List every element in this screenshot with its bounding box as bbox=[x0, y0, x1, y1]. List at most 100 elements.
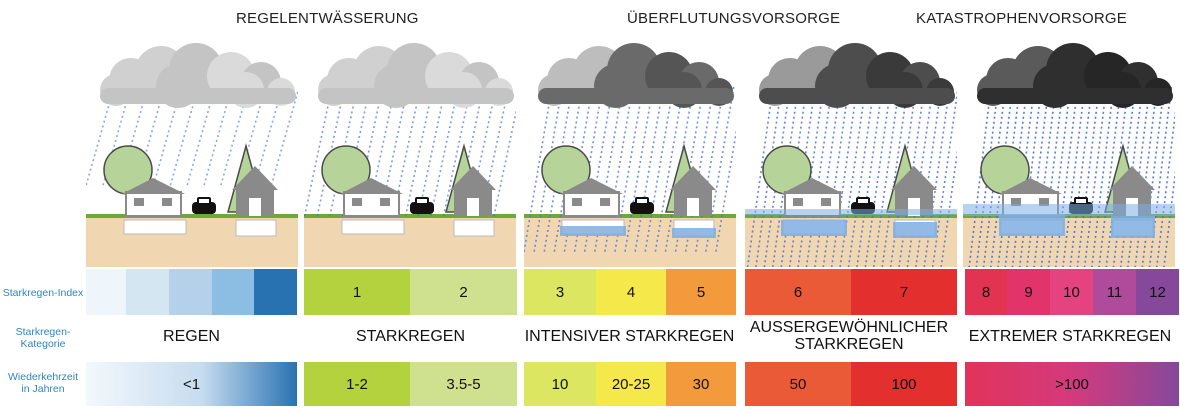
rain-streak bbox=[975, 86, 1000, 267]
row-label-index-text: Starkregen-Index bbox=[2, 287, 84, 299]
return-heavy-b-value: 3.5-5 bbox=[446, 375, 481, 393]
rain-streak bbox=[169, 86, 199, 187]
index-value: 12 bbox=[1149, 283, 1166, 301]
index-cell: 11 bbox=[1093, 269, 1136, 315]
row-label-return-line1: Wiederkehrzeit bbox=[7, 371, 79, 383]
flood-water bbox=[672, 228, 716, 238]
index-cell: 7 bbox=[851, 269, 957, 315]
cloud-base bbox=[318, 88, 514, 104]
house-door bbox=[687, 198, 699, 216]
rain-streak bbox=[1054, 86, 1079, 267]
return-intense-b: 20-25 bbox=[596, 362, 666, 406]
house-window bbox=[821, 198, 831, 206]
basement bbox=[235, 219, 277, 237]
rain-streak bbox=[872, 86, 901, 267]
rain-streak bbox=[780, 86, 808, 267]
house-window bbox=[793, 198, 803, 206]
cloud-icon bbox=[977, 43, 1173, 108]
rain-streak bbox=[763, 86, 791, 267]
flood-water bbox=[999, 214, 1065, 236]
cloud-base bbox=[100, 88, 296, 104]
rain-streak bbox=[219, 86, 250, 187]
house-roof bbox=[560, 178, 623, 194]
index-row: 1 2 3 4 5 6 7 8 9 10 11 12 bbox=[86, 269, 1179, 315]
index-value: 6 bbox=[793, 283, 803, 301]
category-heavy: STARKREGEN bbox=[355, 327, 466, 345]
flood-water bbox=[560, 226, 626, 236]
return-period-row: <1 1-2 3.5-5 10 20-25 30 50 100 >100 bbox=[86, 362, 1179, 406]
index-group-exceptional: 6 7 bbox=[745, 269, 957, 315]
rain-streak bbox=[253, 86, 284, 187]
row-label-category: Starkregen- Kategorie bbox=[0, 326, 86, 350]
index-value: 9 bbox=[1024, 283, 1033, 301]
cloud-base bbox=[759, 88, 955, 104]
return-intense-c-value: 30 bbox=[692, 375, 710, 393]
rain-streak bbox=[797, 86, 825, 267]
house-window bbox=[380, 198, 390, 206]
flood-water bbox=[781, 220, 847, 236]
category-rain: REGEN bbox=[163, 327, 220, 345]
surface-water bbox=[745, 209, 957, 215]
car-window bbox=[199, 199, 209, 203]
index-cell: 5 bbox=[666, 269, 736, 315]
house-window bbox=[600, 198, 610, 206]
rain-streak bbox=[982, 86, 1007, 267]
index-value: 3 bbox=[555, 283, 565, 301]
rain-streak bbox=[270, 88, 298, 187]
rain-streak bbox=[814, 86, 842, 267]
rain-streak bbox=[839, 86, 867, 267]
flood-water bbox=[893, 222, 937, 238]
flood-water bbox=[1111, 216, 1155, 238]
index-group-heavy: 1 2 bbox=[304, 269, 517, 315]
category-extreme: EXTREMER STARKREGEN bbox=[968, 327, 1172, 345]
cloud-icon bbox=[538, 43, 734, 108]
rain-streak bbox=[847, 86, 875, 267]
index-value: 1 bbox=[352, 283, 362, 301]
index-cell: 6 bbox=[745, 269, 851, 315]
category-exceptional-line1: AUSSERGEWÖHNLICHER bbox=[749, 319, 949, 336]
header-regular-drainage: REGELENTWÄSSERUNG bbox=[236, 10, 419, 27]
rain-streak bbox=[830, 86, 858, 267]
rain-streak bbox=[881, 86, 909, 267]
return-exceptional-b: 100 bbox=[851, 362, 957, 406]
basement bbox=[123, 219, 187, 235]
return-heavy-a: 1-2 bbox=[304, 362, 410, 406]
rain-streak bbox=[746, 86, 774, 267]
row-label-index: Starkregen-Index bbox=[0, 287, 86, 299]
car-icon bbox=[630, 202, 654, 214]
scene-panel bbox=[304, 42, 516, 267]
rain-streak bbox=[788, 86, 816, 267]
house-window bbox=[1011, 198, 1021, 206]
index-cell bbox=[254, 269, 297, 315]
rain-streak bbox=[755, 86, 783, 267]
rain-streaks bbox=[746, 86, 957, 267]
return-intense-a-value: 10 bbox=[551, 375, 569, 393]
house-roof bbox=[999, 178, 1062, 194]
index-cell: 10 bbox=[1050, 269, 1093, 315]
index-cell bbox=[126, 269, 169, 315]
rain-streak bbox=[1148, 86, 1173, 267]
category-intense: INTENSIVER STARKREGEN bbox=[524, 327, 735, 345]
return-heavy-b: 3.5-5 bbox=[410, 362, 517, 406]
rain-streak bbox=[940, 149, 957, 267]
return-exceptional-b-value: 100 bbox=[891, 375, 917, 393]
rain-streak bbox=[898, 86, 926, 267]
rain-streak bbox=[923, 86, 951, 267]
header-disaster-prevention: KATASTROPHENVORSORGE bbox=[916, 10, 1127, 27]
index-value: 10 bbox=[1063, 283, 1080, 301]
house-window bbox=[1039, 198, 1049, 206]
index-cell: 2 bbox=[410, 269, 517, 315]
house-door bbox=[467, 198, 479, 216]
index-cell bbox=[86, 269, 126, 315]
house-door bbox=[249, 198, 261, 216]
rain-streak bbox=[931, 89, 957, 267]
rain-streak bbox=[1091, 86, 1115, 267]
grass-strip bbox=[86, 214, 298, 218]
house-roof bbox=[891, 166, 937, 190]
scene-panel bbox=[524, 42, 736, 267]
car-window bbox=[858, 199, 868, 203]
car-icon bbox=[410, 202, 434, 214]
index-value: 7 bbox=[899, 283, 909, 301]
category-exceptional-line2: STARKREGEN bbox=[794, 336, 904, 353]
return-exceptional-a: 50 bbox=[745, 362, 851, 406]
